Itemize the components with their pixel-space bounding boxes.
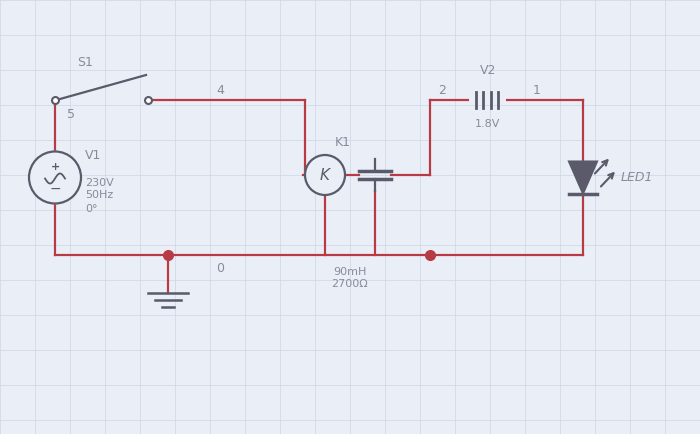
Text: 1: 1 (533, 83, 541, 96)
Text: K1: K1 (335, 135, 351, 148)
Text: 1.8V: 1.8V (475, 119, 500, 129)
Text: 4: 4 (216, 83, 224, 96)
Polygon shape (569, 161, 597, 194)
Text: −: − (49, 181, 61, 195)
Text: V1: V1 (85, 149, 102, 162)
Text: +: + (50, 162, 60, 172)
Text: 50Hz: 50Hz (85, 191, 113, 201)
Text: V2: V2 (480, 63, 496, 76)
Circle shape (29, 151, 81, 204)
Text: S1: S1 (77, 56, 93, 69)
Text: 230V: 230V (85, 178, 113, 187)
Text: 2: 2 (438, 83, 446, 96)
Text: 5: 5 (67, 108, 75, 121)
Text: K: K (320, 168, 330, 183)
Text: 0: 0 (216, 262, 224, 274)
Circle shape (305, 155, 345, 195)
Text: LED1: LED1 (621, 171, 654, 184)
Text: 90mH: 90mH (333, 267, 367, 277)
Text: 2700Ω: 2700Ω (332, 279, 368, 289)
Text: 0°: 0° (85, 204, 97, 214)
